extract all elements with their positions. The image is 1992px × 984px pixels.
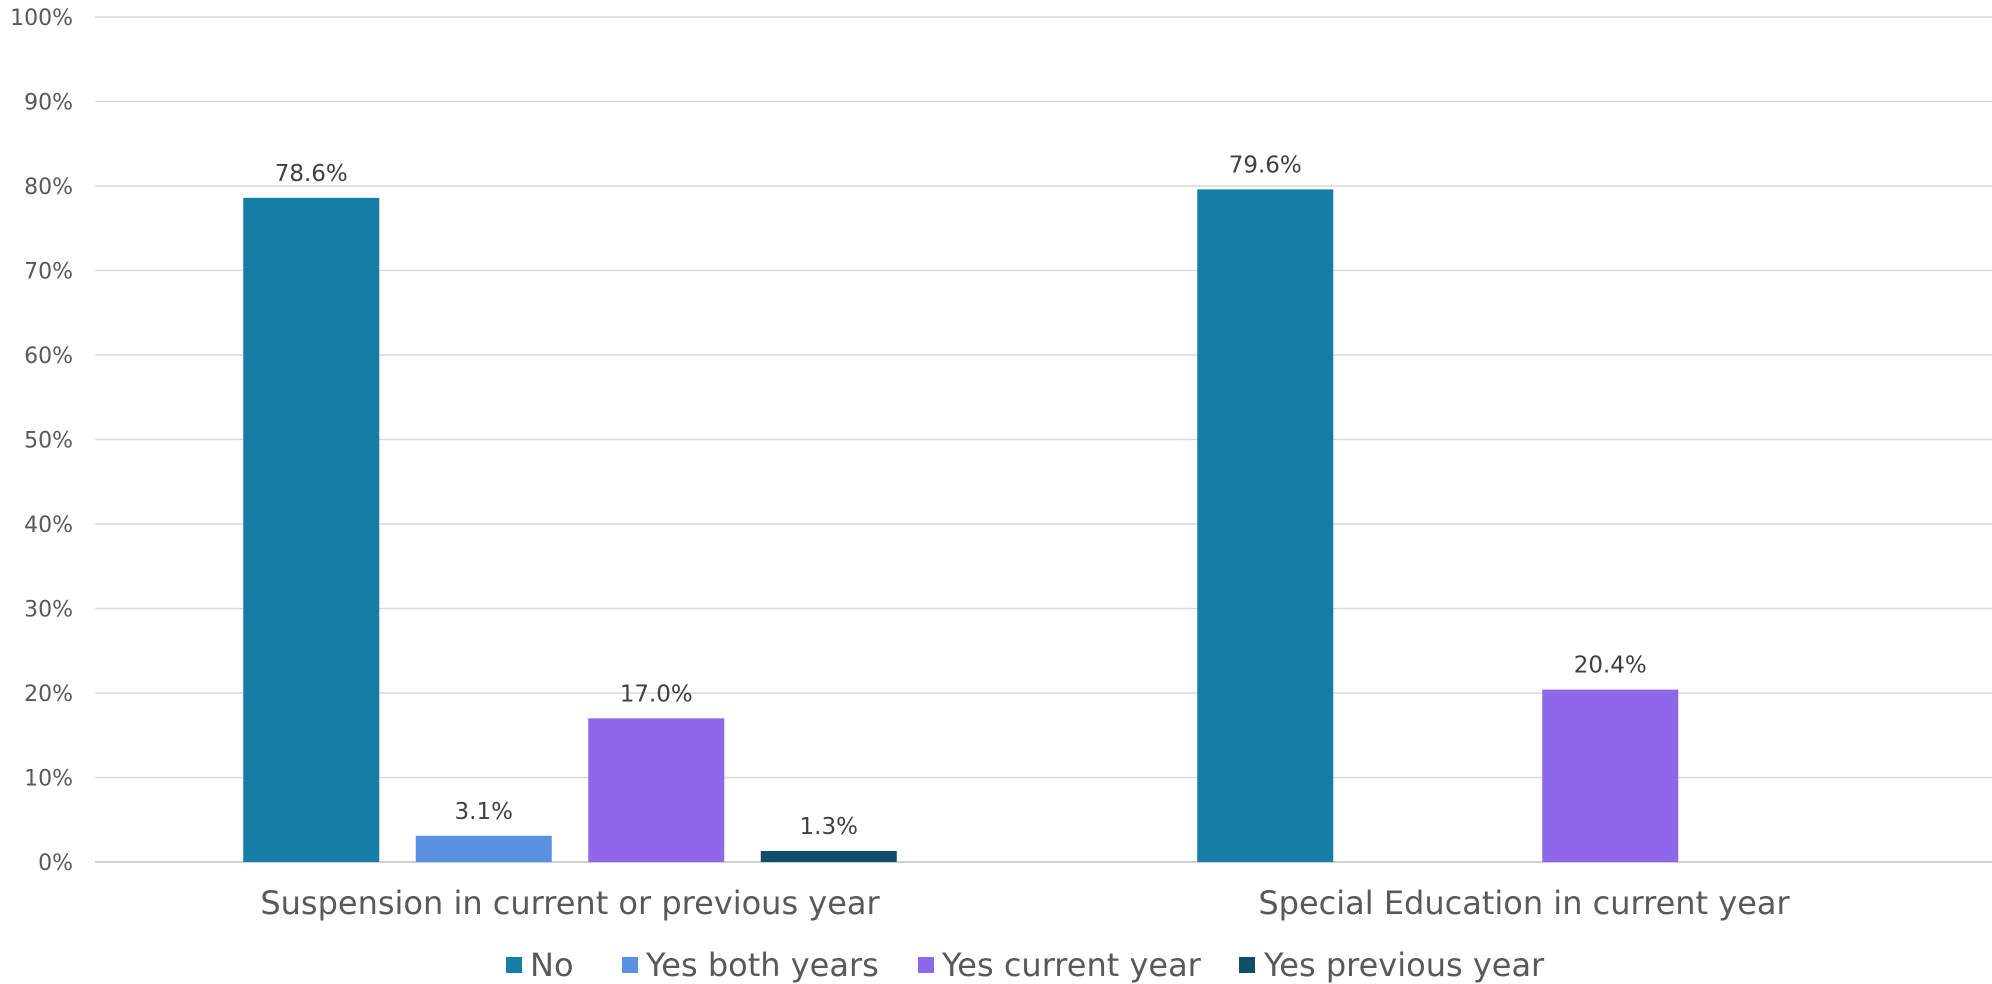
gridlines (95, 17, 1992, 862)
legend-swatch (506, 957, 522, 973)
y-tick-label: 30% (24, 598, 73, 623)
x-category-label: Suspension in current or previous year (260, 884, 880, 922)
legend-label: Yes current year (941, 946, 1202, 984)
data-label: 17.0% (620, 681, 693, 707)
data-label: 79.6% (1229, 152, 1302, 178)
legend-swatch (1239, 957, 1255, 973)
y-tick-label: 60% (24, 344, 73, 369)
y-tick-label: 50% (24, 429, 73, 454)
legend-swatch (918, 957, 934, 973)
bar-yes-current-year (1542, 690, 1678, 862)
bar-no (1197, 189, 1333, 862)
bar-yes-both-years (416, 836, 552, 862)
data-label: 78.6% (275, 161, 348, 187)
bars (243, 189, 1678, 862)
legend: No Yes both years Yes current year Yes prev… (506, 946, 1545, 984)
data-label: 3.1% (455, 799, 513, 825)
x-category-label: Special Education in current year (1258, 884, 1790, 922)
y-tick-label: 90% (24, 91, 73, 116)
y-tick-label: 100% (10, 6, 73, 31)
data-labels: 78.6% 3.1% 17.0% 1.3% 79.6% 20.4% (275, 152, 1647, 840)
y-tick-label: 20% (24, 682, 73, 707)
bar-yes-previous-year (761, 851, 897, 862)
data-label: 20.4% (1574, 653, 1647, 679)
legend-swatch (622, 957, 638, 973)
y-axis-tick-labels: 0% 10% 20% 30% 40% 50% 60% 70% 80% 90% 100% (10, 6, 73, 876)
y-tick-label: 80% (24, 175, 73, 200)
legend-label: Yes previous year (1263, 946, 1545, 984)
y-tick-label: 40% (24, 513, 73, 538)
legend-label: No (530, 946, 574, 984)
bar-no (243, 198, 379, 862)
y-tick-label: 10% (24, 767, 73, 792)
y-tick-label: 70% (24, 260, 73, 285)
data-label: 1.3% (800, 814, 858, 840)
bar-yes-current-year (588, 718, 724, 862)
y-tick-label: 0% (38, 851, 73, 876)
legend-label: Yes both years (645, 946, 879, 984)
x-axis-category-labels: Suspension in current or previous year Sp… (260, 884, 1790, 922)
